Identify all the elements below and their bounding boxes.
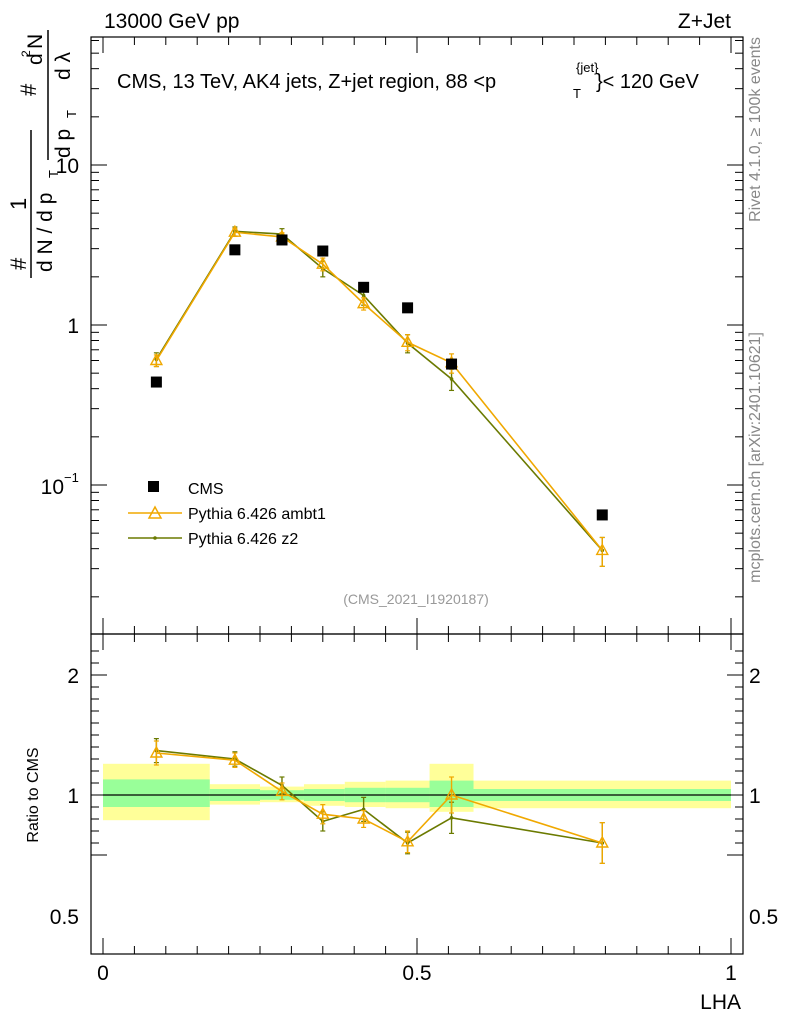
ytick-label-0.1-exp: −1 — [64, 470, 79, 485]
legend-marker-cms — [148, 481, 159, 492]
ratio-ytick-left-1: 1 — [67, 785, 79, 808]
cms-point — [229, 244, 241, 256]
ylabel-one: 1 — [6, 198, 31, 210]
ambt1-point — [149, 353, 164, 366]
ratio-band-inner — [103, 779, 210, 807]
ylabel-hash: # — [6, 257, 31, 270]
ratio-ambt1-point — [400, 834, 415, 847]
chart-title: CMS, 13 TeV, AK4 jets, Z+jet region, 88 … — [117, 60, 700, 101]
ambt1-point — [316, 256, 330, 269]
rivet-label: Rivet 4.1.0, ≥ 100k events — [747, 37, 764, 222]
ratio-z2-line — [156, 749, 603, 844]
cms-point — [276, 234, 288, 246]
ylabel-num: d — [24, 53, 47, 65]
ambt1-line — [155, 231, 603, 551]
ratio-ytick-left-0.5: 0.5 — [50, 906, 79, 929]
legend-marker-ambt1 — [147, 505, 163, 519]
ratio-panel: 0.5 1 2 0.5 1 2 0 0.5 1 LHA — [50, 633, 778, 1014]
z2-line — [155, 230, 603, 551]
ratio-series — [149, 737, 609, 865]
xtick-label-0: 0 — [97, 962, 109, 985]
header-right: Z+Jet — [678, 10, 731, 33]
x-axis-label: LHA — [700, 991, 741, 1014]
title-suffix: }< 120 GeV — [596, 71, 700, 93]
mcplots-label: mcplots.cern.ch [arXiv:2401.10621] — [747, 332, 764, 583]
main-series — [149, 224, 609, 567]
ytick-label-1: 1 — [67, 315, 79, 338]
cms-point — [596, 509, 608, 521]
ratio-ambt1-point — [275, 783, 289, 797]
ylabel-num-sup: 2 — [19, 50, 33, 57]
ratio-ytick-left-2: 2 — [67, 665, 79, 688]
ratio-ambt1-point — [444, 787, 459, 800]
ratio-y-axis-label: Ratio to CMS — [25, 747, 42, 842]
ratio-z2-point — [449, 816, 454, 820]
ylabel-den-sub: T — [46, 170, 61, 178]
title-prefix: CMS, 13 TeV, AK4 jets, Z+jet region, 88 … — [117, 71, 496, 93]
xtick-label-1: 1 — [725, 962, 737, 985]
ylabel-den2: d p — [52, 129, 75, 158]
ratio-ambt1-point — [149, 745, 164, 758]
ylabel-den2-sub: T — [64, 110, 79, 118]
xtick-label-0.5: 0.5 — [402, 962, 431, 985]
title-sup: {jet} — [576, 60, 599, 75]
legend-label-ambt1: Pythia 6.426 ambt1 — [188, 506, 326, 523]
ratio-ytick-right-0.5: 0.5 — [749, 906, 778, 929]
ytick-label-0.1-base: 10 — [41, 476, 64, 499]
ambt1-point — [356, 296, 371, 309]
legend-label-cms: CMS — [188, 481, 224, 498]
ratio-ambt1-point — [228, 752, 242, 765]
ratio-ambt1-point — [316, 806, 330, 819]
cms-point — [402, 302, 414, 314]
ylabel-den: d N / d p — [34, 193, 57, 272]
ratio-ambt1-point — [595, 835, 609, 848]
ratio-ytick-right-2: 2 — [749, 665, 761, 688]
ratio-ambt1-line — [156, 752, 603, 844]
ylabel-hash2: # — [16, 83, 41, 96]
watermark: (CMS_2021_I1920187) — [343, 591, 489, 607]
ratio-ticks — [91, 634, 743, 954]
ambt1-point — [595, 542, 609, 556]
ambt1-point — [228, 224, 242, 237]
main-ticks — [91, 37, 743, 634]
legend: CMS Pythia 6.426 ambt1 Pythia 6.426 z2 — [128, 481, 326, 548]
ratio-ambt1-point — [356, 811, 371, 824]
ratio-bands — [103, 763, 731, 821]
ambt1-point — [400, 334, 415, 347]
cms-point — [446, 358, 458, 370]
z2-point — [361, 293, 366, 298]
ratio-tick-labels: 0.5 1 2 0.5 1 2 0 0.5 1 LHA — [50, 665, 778, 1014]
main-tick-labels: 10 1 10 −1 — [41, 155, 79, 499]
cms-point — [358, 281, 370, 293]
cms-point — [317, 245, 329, 257]
ytick-label-10: 10 — [56, 155, 79, 178]
header-left: 13000 GeV pp — [104, 10, 239, 33]
legend-marker-z2 — [153, 536, 157, 540]
main-y-axis-label: # 1 d N / d p T # d 2 N d p T d λ — [6, 30, 79, 278]
ylabel-den2-end: d λ — [52, 51, 75, 80]
main-panel: 10 1 10 −1 CMS, 13 TeV, AK4 jets, Z+jet … — [41, 36, 744, 635]
cms-point — [150, 376, 162, 388]
ylabel-num-n: N — [24, 34, 47, 49]
legend-label-z2: Pythia 6.426 z2 — [188, 531, 298, 548]
title-sub: T — [573, 86, 581, 101]
z2-point — [449, 377, 454, 381]
ratio-ytick-right-1: 1 — [749, 785, 761, 808]
